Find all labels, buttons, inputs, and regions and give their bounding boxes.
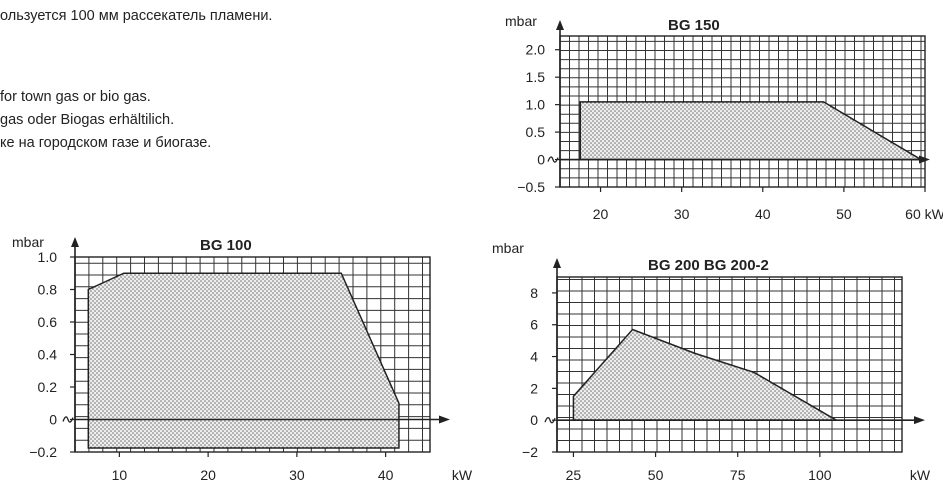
x-tick-label: 40 xyxy=(378,467,394,483)
y-tick-label: −0.5 xyxy=(517,179,545,195)
x-tick-label: 50 xyxy=(836,206,852,222)
x-axis-label: kW xyxy=(910,467,931,483)
y-tick-label: 8 xyxy=(530,285,538,301)
y-axis-label: mbar xyxy=(505,13,537,29)
x-axis-label: kW xyxy=(452,467,473,483)
y-tick-label: 0 xyxy=(537,152,545,168)
y-tick-label: 1.0 xyxy=(526,97,546,113)
y-tick-label: 2 xyxy=(530,380,538,396)
x-tick-label: 40 xyxy=(755,206,771,222)
x-tick-label: 75 xyxy=(730,467,746,483)
y-tick-label: 1.0 xyxy=(38,249,58,265)
axis-break-icon xyxy=(547,156,559,163)
y-tick-label: 0 xyxy=(530,412,538,428)
chart-title: BG 200 BG 200-2 xyxy=(648,257,769,274)
y-axis-arrow xyxy=(71,237,79,247)
x-tick-label: 50 xyxy=(648,467,664,483)
x-tick-label: 100 xyxy=(808,467,832,483)
x-tick-label: 30 xyxy=(289,467,305,483)
operating-area xyxy=(572,328,840,421)
y-tick-label: −2 xyxy=(522,444,538,460)
y-tick-label: 2.0 xyxy=(526,42,546,58)
y-axis-label: mbar xyxy=(492,240,524,256)
note-line-4: ке на городском газе и биогазе. xyxy=(0,135,212,151)
y-axis-arrow xyxy=(556,20,564,30)
x-axis-arrow xyxy=(919,155,930,164)
axis-break-icon xyxy=(62,416,74,423)
y-tick-label: −0.2 xyxy=(29,444,57,460)
x-axis-arrow xyxy=(439,415,450,424)
x-axis-arrow xyxy=(914,416,925,425)
y-tick-label: 0.5 xyxy=(526,124,546,140)
x-tick-label: 20 xyxy=(593,206,609,222)
y-tick-label: 4 xyxy=(530,349,538,365)
chart-title: BG 100 xyxy=(200,237,252,254)
operating-area xyxy=(87,272,400,449)
x-tick-label: 30 xyxy=(674,206,690,222)
note-line-2: for town gas or bio gas. xyxy=(0,89,151,105)
y-tick-label: 0.2 xyxy=(38,379,58,395)
y-tick-label: 6 xyxy=(530,317,538,333)
x-tick-label: 20 xyxy=(200,467,216,483)
y-axis-arrow xyxy=(553,258,561,268)
y-tick-label: 0.4 xyxy=(38,347,58,363)
x-tick-label: 10 xyxy=(112,467,128,483)
chart-title: BG 150 xyxy=(668,17,720,34)
y-tick-label: 0.8 xyxy=(38,282,58,298)
y-tick-label: 0.6 xyxy=(38,314,58,330)
note-line-3: gas oder Biogas erhältilich. xyxy=(0,112,175,128)
y-axis-label: mbar xyxy=(12,234,44,250)
x-tick-label: 60 kW xyxy=(905,206,943,222)
axis-break-icon xyxy=(544,417,556,424)
note-line-1: ользуется 100 мм рассекатель пламени. xyxy=(0,8,273,24)
y-tick-label: 0 xyxy=(49,412,57,428)
x-tick-label: 25 xyxy=(566,467,582,483)
y-tick-label: 1.5 xyxy=(526,69,546,85)
